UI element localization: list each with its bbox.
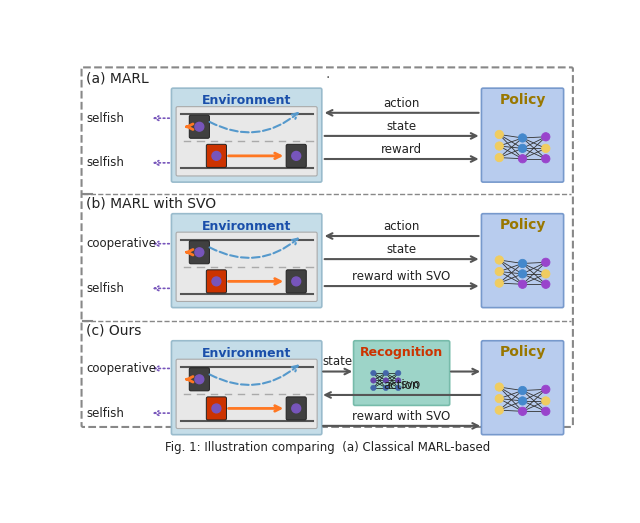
Text: selfish: selfish	[86, 282, 124, 295]
Circle shape	[195, 248, 204, 257]
FancyBboxPatch shape	[176, 232, 317, 301]
FancyBboxPatch shape	[176, 359, 317, 428]
Circle shape	[518, 397, 527, 405]
Text: selfish: selfish	[86, 156, 124, 169]
Text: Fig. 1: Illustration comparing  (a) Classical MARL-based: Fig. 1: Illustration comparing (a) Class…	[165, 441, 491, 454]
Circle shape	[518, 259, 527, 268]
Text: .: .	[326, 66, 330, 81]
Circle shape	[292, 277, 301, 286]
FancyBboxPatch shape	[172, 340, 322, 435]
Text: reward with SVO: reward with SVO	[353, 270, 451, 283]
Circle shape	[518, 280, 527, 288]
Text: reward: reward	[381, 143, 422, 156]
Text: (c) Ours: (c) Ours	[86, 324, 141, 338]
FancyBboxPatch shape	[189, 241, 209, 264]
Circle shape	[195, 122, 204, 131]
Circle shape	[396, 370, 401, 376]
Circle shape	[541, 133, 550, 141]
Text: state: state	[387, 243, 417, 256]
Text: action: action	[383, 220, 420, 233]
Circle shape	[541, 144, 550, 153]
Text: Policy: Policy	[499, 345, 546, 359]
Text: selfish: selfish	[86, 112, 124, 124]
Circle shape	[292, 152, 301, 160]
Text: svo: svo	[401, 378, 421, 391]
Circle shape	[396, 385, 401, 391]
Circle shape	[495, 153, 504, 162]
Circle shape	[195, 375, 204, 384]
FancyBboxPatch shape	[172, 88, 322, 182]
Circle shape	[495, 142, 504, 150]
Circle shape	[371, 370, 376, 376]
Circle shape	[518, 134, 527, 142]
Circle shape	[541, 270, 550, 278]
Text: selfish: selfish	[86, 406, 124, 419]
Circle shape	[518, 155, 527, 163]
Circle shape	[495, 394, 504, 403]
Text: state: state	[387, 120, 417, 133]
Circle shape	[541, 385, 550, 393]
Text: state: state	[323, 356, 353, 368]
FancyBboxPatch shape	[206, 397, 227, 420]
Circle shape	[518, 407, 527, 415]
Circle shape	[518, 270, 527, 278]
Circle shape	[383, 378, 388, 383]
Circle shape	[495, 279, 504, 287]
FancyBboxPatch shape	[176, 107, 317, 176]
Text: cooperative: cooperative	[86, 237, 156, 250]
Circle shape	[495, 267, 504, 276]
FancyBboxPatch shape	[353, 340, 450, 405]
Text: action: action	[383, 97, 420, 110]
Text: Policy: Policy	[499, 93, 546, 107]
Text: cooperative: cooperative	[86, 362, 156, 375]
FancyBboxPatch shape	[189, 368, 209, 391]
FancyBboxPatch shape	[481, 340, 564, 435]
Circle shape	[383, 385, 388, 391]
FancyBboxPatch shape	[206, 270, 227, 293]
Text: reward with SVO: reward with SVO	[353, 410, 451, 423]
Text: Policy: Policy	[499, 218, 546, 232]
Circle shape	[371, 378, 376, 383]
FancyBboxPatch shape	[286, 144, 307, 167]
Circle shape	[541, 397, 550, 405]
Circle shape	[371, 385, 376, 391]
FancyBboxPatch shape	[206, 144, 227, 167]
Text: action: action	[383, 379, 420, 392]
FancyBboxPatch shape	[172, 214, 322, 308]
Circle shape	[495, 256, 504, 264]
Text: Environment: Environment	[202, 220, 291, 233]
FancyBboxPatch shape	[481, 214, 564, 308]
Text: Recognition: Recognition	[360, 346, 444, 359]
Circle shape	[541, 280, 550, 288]
FancyBboxPatch shape	[286, 270, 307, 293]
Circle shape	[396, 378, 401, 383]
Text: (a) MARL: (a) MARL	[86, 72, 149, 86]
Circle shape	[518, 144, 527, 153]
Circle shape	[518, 386, 527, 395]
Circle shape	[541, 258, 550, 267]
Circle shape	[212, 404, 221, 413]
Circle shape	[495, 130, 504, 139]
Text: Environment: Environment	[202, 347, 291, 359]
Text: (b) MARL with SVO: (b) MARL with SVO	[86, 197, 216, 211]
Circle shape	[212, 277, 221, 286]
Circle shape	[541, 155, 550, 163]
Circle shape	[383, 370, 388, 376]
Circle shape	[212, 152, 221, 160]
Circle shape	[541, 407, 550, 415]
Circle shape	[495, 406, 504, 414]
FancyBboxPatch shape	[481, 88, 564, 182]
Text: Environment: Environment	[202, 94, 291, 107]
Circle shape	[495, 383, 504, 391]
FancyBboxPatch shape	[189, 115, 209, 138]
FancyBboxPatch shape	[286, 397, 307, 420]
Circle shape	[292, 404, 301, 413]
